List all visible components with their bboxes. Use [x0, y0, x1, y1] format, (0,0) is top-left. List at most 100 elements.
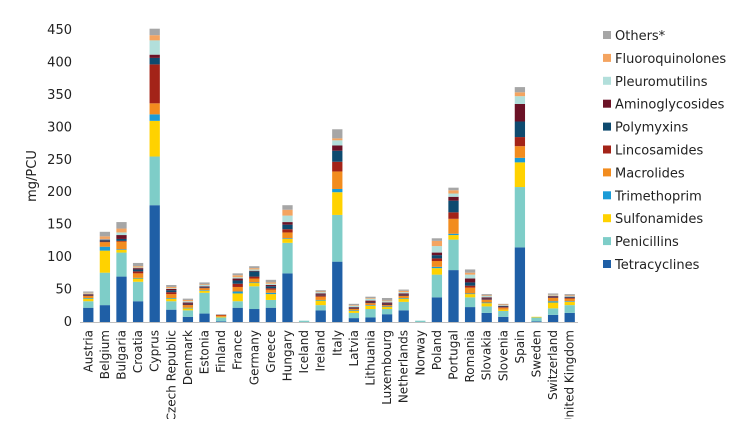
bar-tetracyclines-slovenia	[498, 316, 509, 322]
bar-pleuromutilins-czech-republic	[166, 288, 177, 289]
bar-aminoglycosides-italy	[332, 145, 343, 151]
bar-tetracyclines-united-kingdom	[564, 312, 575, 322]
bar-fluoroquinolones-united-kingdom	[564, 295, 575, 297]
bar-trimethoprim-romania	[464, 293, 476, 295]
y-tick-label: 200	[47, 185, 72, 200]
bar-tetracyclines-austria	[83, 307, 94, 322]
bar-aminoglycosides-lithuania	[365, 300, 376, 302]
bar-polymyxins-luxembourg	[381, 303, 393, 305]
y-tick-label: 150	[47, 218, 72, 233]
bar-others-finland	[215, 314, 227, 315]
bar-polymyxins-hungary	[282, 224, 293, 230]
bar-penicillins-iceland	[298, 320, 310, 322]
x-tick-label: Romania	[463, 330, 477, 382]
bar-sulfonamides-lithuania	[365, 305, 376, 310]
bar-sulfonamides-germany	[249, 283, 260, 287]
bar-aminoglycosides-bulgaria	[116, 235, 127, 239]
bar-penicillins-switzerland	[547, 308, 559, 315]
bar-fluoroquinolones-czech-republic	[166, 286, 177, 289]
bars	[83, 28, 575, 322]
bar-sulfonamides-sweden	[531, 316, 542, 318]
bar-trimethoprim-netherlands	[398, 297, 409, 299]
bar-penicillins-lithuania	[365, 309, 376, 318]
bar-sulfonamides-greece	[265, 294, 277, 300]
bar-sulfonamides-latvia	[348, 310, 360, 313]
bar-polymyxins-ireland	[315, 294, 326, 296]
x-tick-label: Iceland	[297, 330, 311, 373]
legend: Others* Fluoroquinolones Pleuromutilins Ami…	[603, 29, 726, 273]
bar-trimethoprim-poland	[431, 266, 443, 269]
x-tick-label: Slovakia	[480, 330, 494, 380]
x-tick-label: Finland	[214, 330, 228, 373]
x-axis: Austria Belgium Bulgaria Croatia Cyprus Czech…	[80, 322, 578, 423]
bar-penicillins-netherlands	[398, 301, 409, 311]
bar-fluoroquinolones-netherlands	[398, 290, 409, 293]
legend-label: Macrolides	[615, 166, 685, 181]
bar-pleuromutilins-bulgaria	[116, 232, 127, 236]
bar-aminoglycosides-united-kingdom	[564, 296, 575, 298]
bar-tetracyclines-latvia	[348, 318, 360, 322]
bar-pleuromutilins-france	[232, 277, 243, 279]
bar-pleuromutilins-latvia	[348, 305, 360, 308]
bar-penicillins-sweden	[531, 317, 542, 322]
x-tick-label: United Kingdom	[563, 330, 577, 419]
x-tick-label: Denmark	[181, 330, 195, 385]
bar-lincosamides-germany	[249, 276, 260, 279]
bar-lincosamides-france	[232, 283, 243, 287]
bar-others-poland	[431, 238, 443, 241]
bar-tetracyclines-portugal	[448, 270, 459, 322]
bar-tetracyclines-france	[232, 307, 243, 322]
bar-fluoroquinolones-belgium	[99, 236, 111, 239]
bar-pleuromutilins-denmark	[182, 301, 194, 303]
bar-macrolides-hungary	[282, 232, 293, 239]
bar-others-switzerland	[547, 293, 559, 295]
bar-trimethoprim-estonia	[199, 290, 210, 291]
bar-aminoglycosides-romania	[464, 278, 476, 283]
bar-others-lithuania	[365, 296, 376, 298]
bar-sulfonamides-switzerland	[547, 302, 559, 309]
x-tick-label: Luxembourg	[380, 330, 394, 405]
y-axis-label: mg/PCU	[25, 150, 40, 202]
bar-polymyxins-denmark	[182, 303, 194, 305]
y-tick-label: 0	[64, 315, 72, 330]
legend-swatch	[603, 260, 611, 268]
bar-polymyxins-netherlands	[398, 294, 409, 296]
bar-macrolides-germany	[249, 278, 260, 283]
bar-tetracyclines-estonia	[199, 313, 210, 322]
bar-polymyxins-czech-republic	[166, 290, 177, 293]
bar-aminoglycosides-latvia	[348, 307, 360, 308]
bar-penicillins-bulgaria	[116, 252, 127, 277]
bar-sulfonamides-slovenia	[498, 309, 509, 311]
bar-macrolides-bulgaria	[116, 241, 127, 250]
bar-tetracyclines-finland	[215, 321, 227, 322]
bar-polymyxins-croatia	[132, 269, 144, 272]
bar-macrolides-cyprus	[149, 103, 160, 115]
x-tick-label: Poland	[430, 330, 444, 370]
bar-fluoroquinolones-france	[232, 275, 243, 278]
x-tick-label: Slovenia	[496, 330, 510, 381]
bar-polymyxins-cyprus	[149, 57, 160, 65]
bar-fluoroquinolones-slovenia	[498, 304, 509, 306]
bar-sulfonamides-spain	[514, 162, 526, 188]
legend-swatch	[603, 214, 611, 223]
bar-aminoglycosides-czech-republic	[166, 288, 177, 291]
bar-tetracyclines-greece	[265, 307, 277, 322]
bar-fluoroquinolones-cyprus	[149, 35, 160, 41]
y-tick-label: 400	[47, 55, 72, 70]
bar-others-latvia	[348, 303, 360, 306]
bar-tetracyclines-bulgaria	[116, 276, 127, 322]
bar-others-slovenia	[498, 303, 509, 305]
bar-lincosamides-austria	[83, 295, 94, 297]
bar-macrolides-romania	[464, 287, 476, 294]
bar-polymyxins-spain	[514, 121, 526, 138]
bar-macrolides-lithuania	[365, 303, 376, 306]
bar-penicillins-belgium	[99, 272, 111, 306]
bar-aminoglycosides-denmark	[182, 302, 194, 304]
bar-lincosamides-lithuania	[365, 302, 376, 304]
bar-aminoglycosides-switzerland	[547, 296, 559, 297]
bar-lincosamides-greece	[265, 288, 277, 290]
x-tick-label: Czech Republic	[164, 330, 178, 419]
bar-lincosamides-cyprus	[149, 64, 160, 104]
